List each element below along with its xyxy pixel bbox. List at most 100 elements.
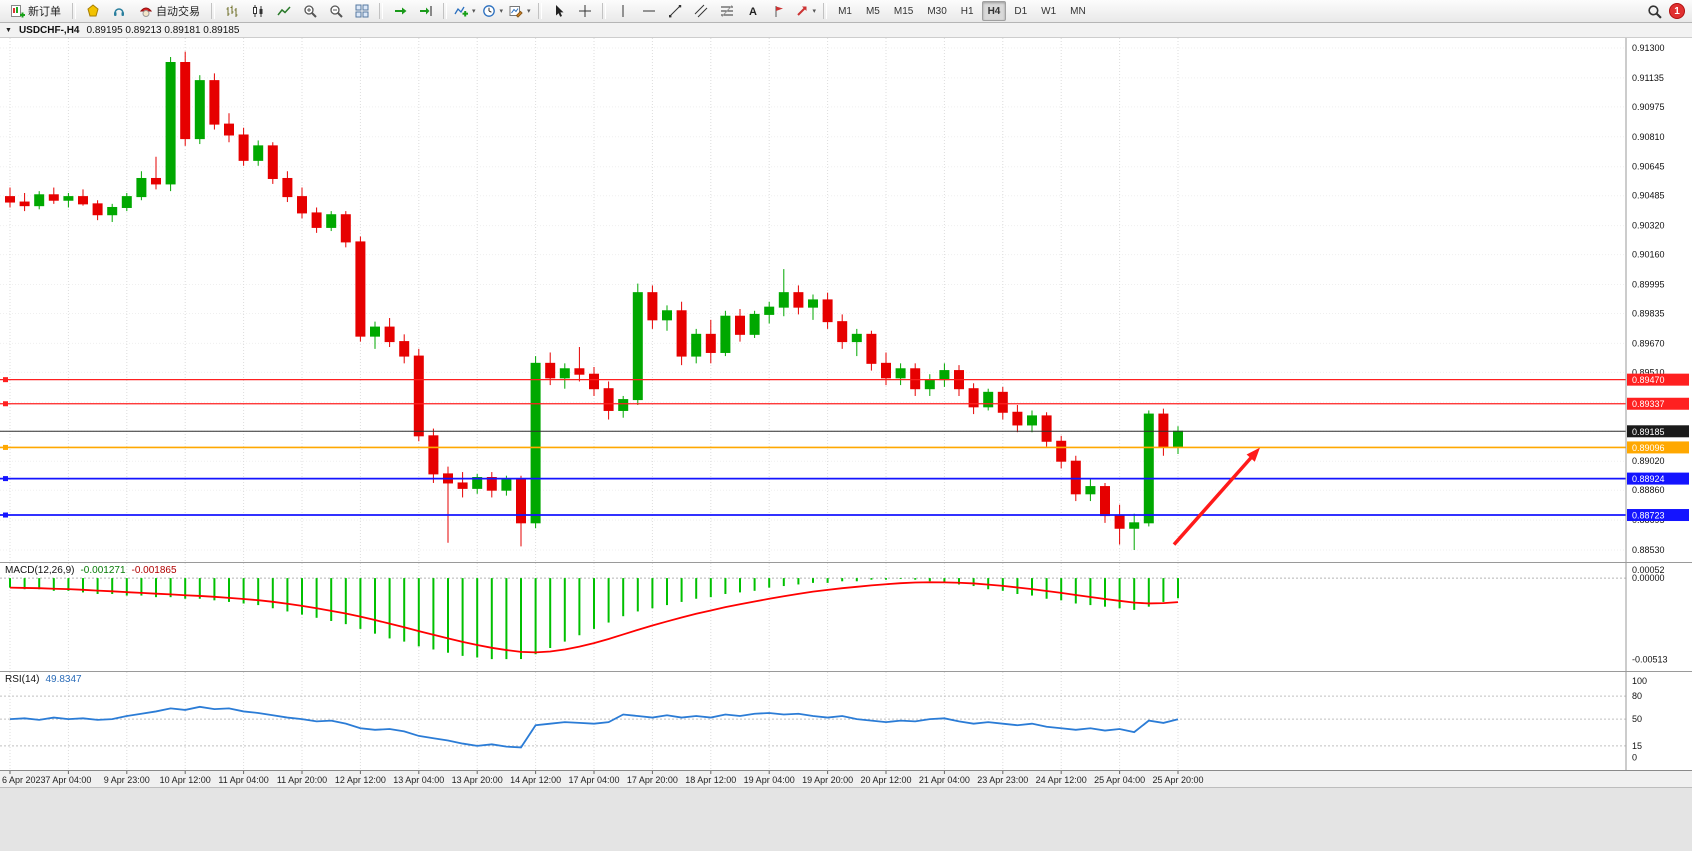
rsi-panel[interactable]: RSI(14) 49.8347 100 80 50 15 0 [0,671,1692,770]
candlestick-icon [251,4,265,18]
svg-text:13 Apr 04:00: 13 Apr 04:00 [393,775,444,785]
svg-text:0.91300: 0.91300 [1632,43,1665,53]
candles-group [5,51,1183,550]
zoom-out-button[interactable] [323,0,349,22]
svg-text:0.00052: 0.00052 [1632,565,1665,575]
svg-text:7 Apr 04:00: 7 Apr 04:00 [45,775,91,785]
timeframe-button-m15[interactable]: M15 [893,5,914,17]
horizontal-line-0.88924 [0,476,1626,482]
svg-text:0.91135: 0.91135 [1632,73,1664,83]
toolbar-separator [823,3,828,19]
svg-text:50: 50 [1632,714,1642,724]
svg-text:17 Apr 04:00: 17 Apr 04:00 [568,775,619,785]
metaeditor-button[interactable] [80,0,106,22]
line-chart-mode-button[interactable] [271,0,297,22]
toolbar-right: 1 [1647,3,1688,19]
auto-scroll-icon [393,4,407,18]
svg-text:-0.00513: -0.00513 [1632,655,1668,665]
search-icon[interactable] [1647,4,1662,19]
metaeditor-icon [86,4,100,18]
macd-panel[interactable]: MACD(12,26,9) -0.001271 -0.001865 0.0005… [0,562,1692,671]
chevron-down-icon: ▾ [812,8,817,15]
timeframe-button-h1[interactable]: H1 [960,5,974,17]
toolbar-separator [601,3,606,19]
bottom-empty-area [0,787,1692,851]
svg-text:20 Apr 12:00: 20 Apr 12:00 [860,775,911,785]
timeframe-button-d1[interactable]: D1 [1014,5,1028,17]
svg-text:25 Apr 04:00: 25 Apr 04:00 [1094,775,1145,785]
svg-text:0.89835: 0.89835 [1632,308,1665,318]
vertical-line-tool-button[interactable] [610,0,636,22]
horizontal-line-tool-button[interactable] [636,0,662,22]
vertical-line-icon [616,4,630,18]
chart-shift-button[interactable] [413,0,439,22]
auto-trading-label: 自动交易 [156,6,200,18]
toolbar-separator [72,3,76,19]
fibonacci-tool-button[interactable] [714,0,740,22]
bar-chart-mode-button[interactable] [219,0,245,22]
bar-chart-icon [225,4,239,18]
cursor-tool-button[interactable] [546,0,572,22]
price-badge-0.88723: 0.88723 [1627,509,1689,522]
indicators-icon [454,4,468,18]
auto-scroll-button[interactable] [387,0,413,22]
flag-icon [772,4,786,18]
templates-button[interactable]: ▾ [506,0,534,22]
timeframe-button-m30[interactable]: M30 [927,5,947,17]
timeframe-button-w1[interactable]: W1 [1041,5,1057,17]
svg-text:100: 100 [1632,676,1647,686]
svg-text:0.00000: 0.00000 [1632,573,1665,583]
svg-text:0.90975: 0.90975 [1632,102,1665,112]
svg-text:0: 0 [1632,752,1637,762]
timeframe-button-mn[interactable]: MN [1070,5,1086,17]
rsi-chart[interactable]: 100 80 50 150 [0,672,1692,770]
timeframe-button-m1[interactable]: M1 [838,5,852,17]
svg-text:0.89185: 0.89185 [1632,427,1665,437]
svg-text:0.88924: 0.88924 [1632,474,1665,484]
macd-histogram [9,578,1179,660]
window-menu-icon[interactable]: ▼ [5,26,12,34]
timeframe-button-m5[interactable]: M5 [865,5,880,17]
text-tool-button[interactable]: A [740,0,766,22]
label-tool-button[interactable] [766,0,792,22]
new-order-button[interactable]: 新订单 [4,0,68,22]
svg-text:13 Apr 20:00: 13 Apr 20:00 [452,775,503,785]
price-badge-0.89337: 0.89337 [1627,397,1689,410]
crosshair-icon [578,4,592,18]
svg-text:10 Apr 12:00: 10 Apr 12:00 [160,775,211,785]
zoom-in-button[interactable] [297,0,323,22]
price-badge-0.89185: 0.89185 [1627,425,1689,438]
channel-icon [694,4,708,18]
periods-button[interactable]: ▾ [479,0,507,22]
line-chart-icon [277,4,291,18]
community-button[interactable] [106,0,132,22]
text-icon: A [746,4,760,18]
macd-signal-line [9,581,1179,654]
timeframe-button-h4[interactable]: H4 [981,1,1007,21]
chart-title-bar: ▼ USDCHF-,H4 0.89195 0.89213 0.89181 0.8… [0,23,1692,38]
svg-text:0.89096: 0.89096 [1632,443,1665,453]
main-chart[interactable]: 0.91300 0.91135 0.90975 0.90810 0.90645 0.904… [0,38,1692,562]
svg-text:0.90645: 0.90645 [1632,162,1665,172]
auto-trading-button[interactable]: 自动交易 [132,0,207,22]
time-axis[interactable]: 6 Apr 2023 7 Apr 04:00 9 Apr 23:00 10 Apr 1… [0,770,1692,787]
channel-tool-button[interactable] [688,0,714,22]
svg-text:0.89337: 0.89337 [1632,399,1665,409]
main-chart-panel[interactable]: 0.91300 0.91135 0.90975 0.90810 0.90645 0.904… [0,38,1692,562]
svg-text:15: 15 [1632,741,1642,751]
candlestick-mode-button[interactable] [245,0,271,22]
chevron-down-icon: ▾ [472,8,476,15]
notification-badge[interactable]: 1 [1669,3,1685,19]
trendline-tool-button[interactable] [662,0,688,22]
indicators-button[interactable]: ▾ [451,0,479,22]
svg-text:0.89995: 0.89995 [1632,280,1665,290]
trend-arrow [1172,447,1260,546]
svg-text:25 Apr 20:00: 25 Apr 20:00 [1152,775,1203,785]
arrows-tool-button[interactable]: ▾ [792,0,820,22]
svg-text:A: A [749,6,757,18]
tile-windows-button[interactable] [349,0,375,22]
rsi-line [9,705,1179,749]
svg-text:18 Apr 12:00: 18 Apr 12:00 [685,775,736,785]
crosshair-tool-button[interactable] [572,0,598,22]
